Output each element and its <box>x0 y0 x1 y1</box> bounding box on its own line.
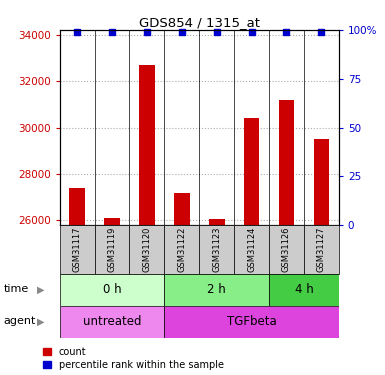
FancyBboxPatch shape <box>129 225 164 274</box>
Text: GSM31122: GSM31122 <box>177 226 186 272</box>
Text: GSM31126: GSM31126 <box>282 226 291 272</box>
Legend: count, percentile rank within the sample: count, percentile rank within the sample <box>44 347 224 370</box>
Text: TGFbeta: TGFbeta <box>227 315 276 328</box>
FancyBboxPatch shape <box>60 306 164 338</box>
Bar <box>313 139 329 225</box>
FancyBboxPatch shape <box>164 274 269 306</box>
FancyBboxPatch shape <box>60 274 164 306</box>
FancyBboxPatch shape <box>164 306 339 338</box>
Bar <box>244 118 259 225</box>
FancyBboxPatch shape <box>304 225 339 274</box>
Title: GDS854 / 1315_at: GDS854 / 1315_at <box>139 16 260 29</box>
Bar <box>209 219 224 225</box>
Text: 4 h: 4 h <box>295 283 313 296</box>
Text: GSM31119: GSM31119 <box>107 226 117 272</box>
Text: 2 h: 2 h <box>207 283 226 296</box>
FancyBboxPatch shape <box>95 225 129 274</box>
FancyBboxPatch shape <box>269 274 339 306</box>
Bar <box>69 188 85 225</box>
Text: untreated: untreated <box>83 315 141 328</box>
Text: GSM31127: GSM31127 <box>317 226 326 272</box>
Text: time: time <box>4 285 29 294</box>
FancyBboxPatch shape <box>164 225 199 274</box>
Text: agent: agent <box>4 316 36 326</box>
Bar <box>174 192 190 225</box>
Text: GSM31117: GSM31117 <box>73 226 82 272</box>
Text: GSM31123: GSM31123 <box>212 226 221 272</box>
FancyBboxPatch shape <box>269 225 304 274</box>
Bar <box>279 100 294 225</box>
Text: 0 h: 0 h <box>103 283 121 296</box>
Bar <box>139 65 155 225</box>
FancyBboxPatch shape <box>60 225 95 274</box>
FancyBboxPatch shape <box>199 225 234 274</box>
Text: GSM31120: GSM31120 <box>142 226 151 272</box>
Text: GSM31124: GSM31124 <box>247 226 256 272</box>
Bar <box>104 218 120 225</box>
FancyBboxPatch shape <box>234 225 269 274</box>
Text: ▶: ▶ <box>37 285 44 294</box>
Text: ▶: ▶ <box>37 316 44 326</box>
